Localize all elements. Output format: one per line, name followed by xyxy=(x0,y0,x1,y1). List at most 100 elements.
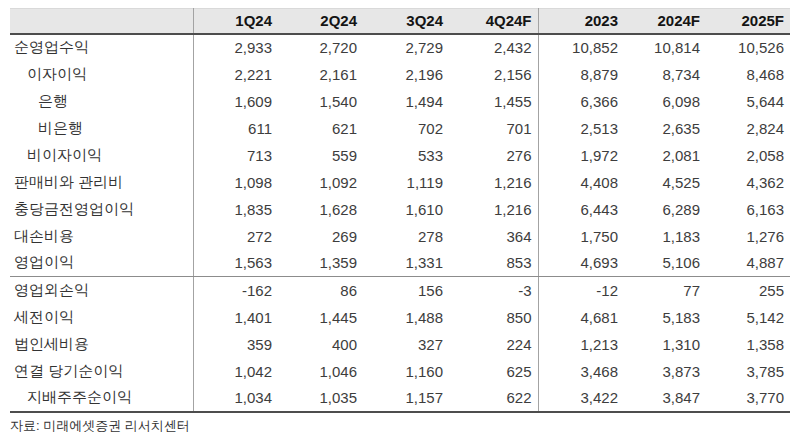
cell-value: 4,408 xyxy=(538,169,624,196)
cell-value: 6,443 xyxy=(538,196,624,223)
cell-value: 1,401 xyxy=(193,304,278,331)
cell-value: 5,106 xyxy=(624,250,706,277)
row-label-column-header xyxy=(10,9,193,34)
cell-value: 625 xyxy=(449,358,538,385)
row-label: 대손비용 xyxy=(10,223,193,250)
cell-value: 3,785 xyxy=(706,358,790,385)
cell-value: 2,513 xyxy=(538,115,624,142)
cell-value: 2,081 xyxy=(624,142,706,169)
cell-value: 272 xyxy=(193,223,278,250)
cell-value: 1,331 xyxy=(363,250,449,277)
cell-value: 2,196 xyxy=(363,61,449,88)
cell-value: -3 xyxy=(449,277,538,304)
cell-value: 3,468 xyxy=(538,358,624,385)
cell-value: 1,540 xyxy=(278,88,363,115)
cell-value: 327 xyxy=(363,331,449,358)
cell-value: 1,628 xyxy=(278,196,363,223)
cell-value: 1,216 xyxy=(449,169,538,196)
row-label: 세전이익 xyxy=(10,304,193,331)
cell-value: 8,468 xyxy=(706,61,790,88)
table-row: 세전이익1,4011,4451,4888504,6815,1835,142 xyxy=(10,304,790,331)
row-label: 순영업수익 xyxy=(10,34,193,61)
row-label: 연결 당기순이익 xyxy=(10,358,193,385)
cell-value: 1,119 xyxy=(363,169,449,196)
cell-value: 622 xyxy=(449,385,538,412)
cell-value: 559 xyxy=(278,142,363,169)
cell-value: 6,163 xyxy=(706,196,790,223)
cell-value: 2,161 xyxy=(278,61,363,88)
cell-value: 1,359 xyxy=(278,250,363,277)
cell-value: 702 xyxy=(363,115,449,142)
cell-value: 4,887 xyxy=(706,250,790,277)
cell-value: 4,693 xyxy=(538,250,624,277)
report-table-page: 1Q242Q243Q244Q24F20232024F2025F 순영업수익2,9… xyxy=(0,0,800,439)
column-header-2025f: 2025F xyxy=(706,9,790,34)
cell-value: 1,276 xyxy=(706,223,790,250)
cell-value: 10,852 xyxy=(538,34,624,61)
cell-value: 1,157 xyxy=(363,385,449,412)
cell-value: 1,358 xyxy=(706,331,790,358)
cell-value: 5,644 xyxy=(706,88,790,115)
cell-value: 1,035 xyxy=(278,385,363,412)
cell-value: 2,058 xyxy=(706,142,790,169)
row-label: 판매비와 관리비 xyxy=(10,169,193,196)
table-row: 영업이익1,5631,3591,3318534,6935,1064,887 xyxy=(10,250,790,277)
cell-value: 611 xyxy=(193,115,278,142)
cell-value: 86 xyxy=(278,277,363,304)
cell-value: 1,034 xyxy=(193,385,278,412)
cell-value: 1,213 xyxy=(538,331,624,358)
row-label: 법인세비용 xyxy=(10,331,193,358)
cell-value: 4,362 xyxy=(706,169,790,196)
table-row: 이자이익2,2212,1612,1962,1568,8798,7348,468 xyxy=(10,61,790,88)
row-label: 영업이익 xyxy=(10,250,193,277)
cell-value: 1,310 xyxy=(624,331,706,358)
row-label: 영업외손익 xyxy=(10,277,193,304)
cell-value: 1,750 xyxy=(538,223,624,250)
cell-value: 1,972 xyxy=(538,142,624,169)
table-row: 대손비용2722692783641,7501,1831,276 xyxy=(10,223,790,250)
cell-value: 1,835 xyxy=(193,196,278,223)
cell-value: 364 xyxy=(449,223,538,250)
column-header-1q24: 1Q24 xyxy=(193,9,278,34)
cell-value: 8,734 xyxy=(624,61,706,88)
table-row: 연결 당기순이익1,0421,0461,1606253,4683,8733,78… xyxy=(10,358,790,385)
cell-value: 2,432 xyxy=(449,34,538,61)
table-row: 은행1,6091,5401,4941,4556,3666,0985,644 xyxy=(10,88,790,115)
cell-value: 1,092 xyxy=(278,169,363,196)
cell-value: 1,445 xyxy=(278,304,363,331)
cell-value: 255 xyxy=(706,277,790,304)
cell-value: -12 xyxy=(538,277,624,304)
cell-value: 276 xyxy=(449,142,538,169)
row-label: 비은행 xyxy=(10,115,193,142)
cell-value: 1,183 xyxy=(624,223,706,250)
table-row: 지배주주순이익1,0341,0351,1576223,4223,8473,770 xyxy=(10,385,790,412)
table-body: 순영업수익2,9332,7202,7292,43210,85210,81410,… xyxy=(10,34,790,412)
cell-value: 4,681 xyxy=(538,304,624,331)
header-row: 1Q242Q243Q244Q24F20232024F2025F xyxy=(10,9,790,34)
table-header: 1Q242Q243Q244Q24F20232024F2025F xyxy=(10,9,790,34)
cell-value: 2,221 xyxy=(193,61,278,88)
cell-value: 1,042 xyxy=(193,358,278,385)
column-header-2023: 2023 xyxy=(538,9,624,34)
cell-value: 224 xyxy=(449,331,538,358)
cell-value: 713 xyxy=(193,142,278,169)
table-row: 비은행6116217027012,5132,6352,824 xyxy=(10,115,790,142)
cell-value: -162 xyxy=(193,277,278,304)
table-row: 법인세비용3594003272241,2131,3101,358 xyxy=(10,331,790,358)
cell-value: 2,729 xyxy=(363,34,449,61)
cell-value: 359 xyxy=(193,331,278,358)
cell-value: 3,770 xyxy=(706,385,790,412)
column-header-2024f: 2024F xyxy=(624,9,706,34)
cell-value: 400 xyxy=(278,331,363,358)
cell-value: 621 xyxy=(278,115,363,142)
financial-estimates-table: 1Q242Q243Q244Q24F20232024F2025F 순영업수익2,9… xyxy=(10,8,790,413)
cell-value: 1,046 xyxy=(278,358,363,385)
row-label: 이자이익 xyxy=(10,61,193,88)
cell-value: 3,873 xyxy=(624,358,706,385)
column-header-4q24f: 4Q24F xyxy=(449,9,538,34)
cell-value: 2,635 xyxy=(624,115,706,142)
cell-value: 5,183 xyxy=(624,304,706,331)
cell-value: 2,156 xyxy=(449,61,538,88)
cell-value: 1,455 xyxy=(449,88,538,115)
cell-value: 8,879 xyxy=(538,61,624,88)
